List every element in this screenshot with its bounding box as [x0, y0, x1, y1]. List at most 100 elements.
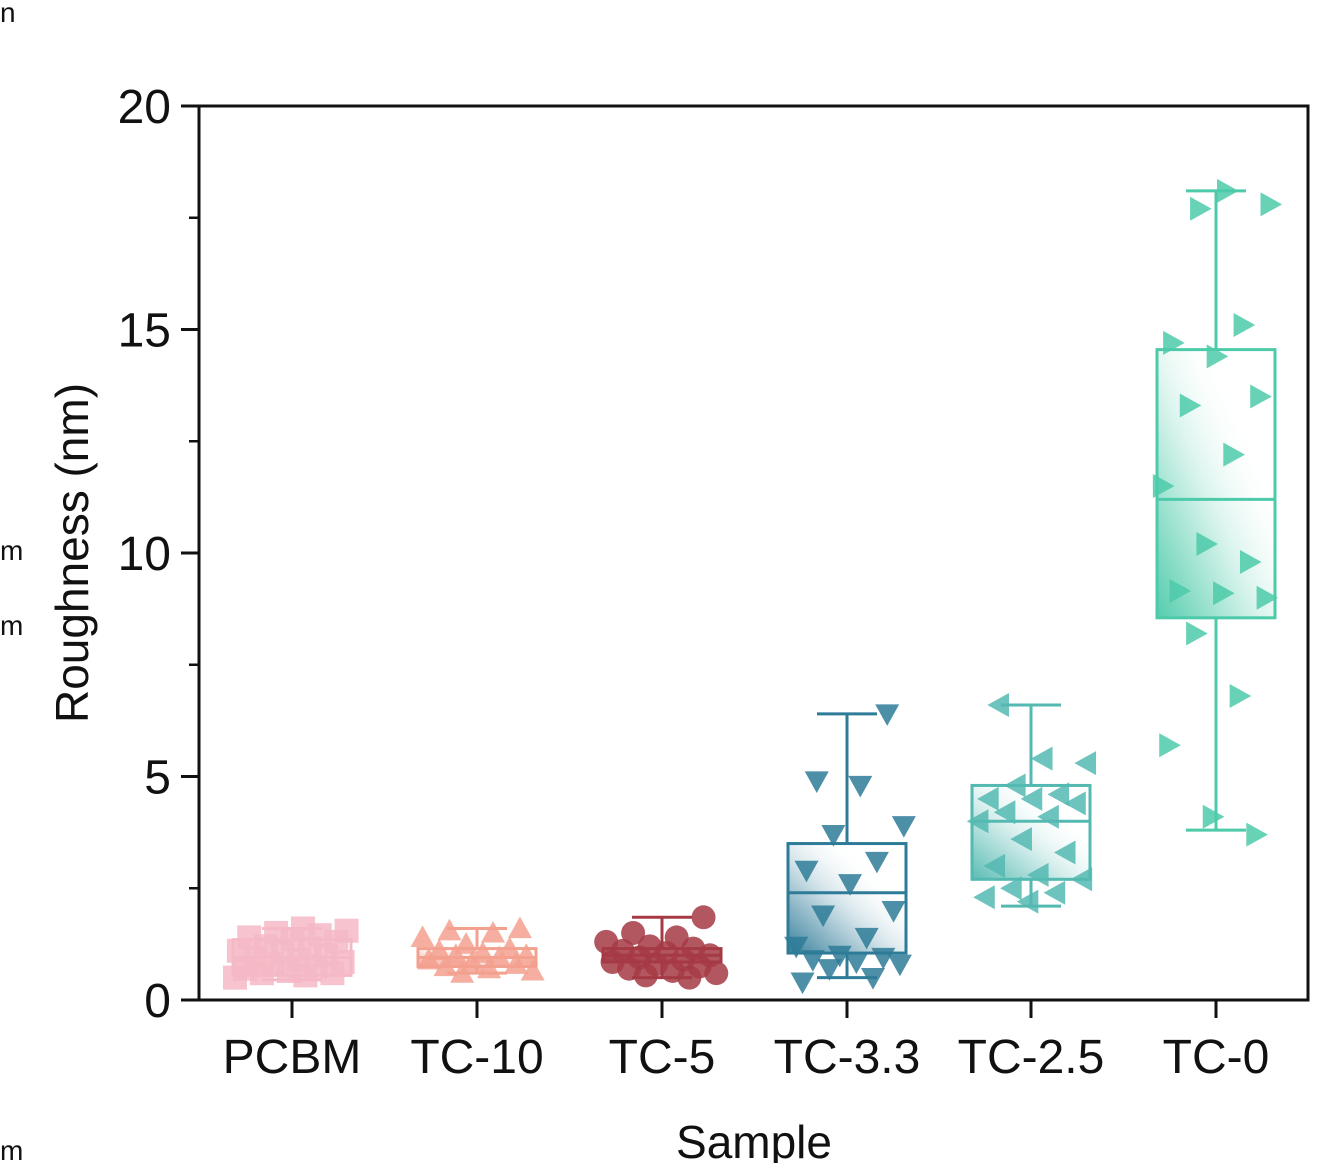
box-group [1155, 189, 1277, 832]
data-point [477, 956, 502, 979]
data-point [427, 938, 452, 961]
edge-fragments: n m m m [0, 0, 23, 1163]
data-point [804, 771, 829, 793]
y-axis-title: Roughness (nm) [46, 383, 98, 723]
box-group [786, 712, 908, 980]
data-point [983, 853, 1006, 878]
data-point [1186, 621, 1208, 646]
data-points [784, 704, 916, 995]
data-point [784, 936, 809, 959]
data-point [811, 905, 836, 928]
data-point [1239, 549, 1262, 574]
data-point [1074, 751, 1097, 776]
data-point [1053, 840, 1076, 865]
y-tick-label: 5 [144, 752, 171, 805]
data-point [817, 959, 842, 981]
data-point [1152, 473, 1175, 498]
data-point [621, 920, 646, 945]
data-point [790, 972, 815, 995]
data-point [691, 905, 716, 930]
data-point [514, 943, 539, 965]
data-point [1229, 684, 1252, 709]
y-tick-label: 0 [144, 975, 171, 1028]
data-point [1026, 862, 1049, 887]
data-point [1169, 578, 1192, 603]
data-point [1070, 867, 1093, 892]
data-point [664, 925, 689, 950]
data-point [1190, 196, 1212, 221]
data-point [481, 920, 506, 943]
data-point [520, 958, 545, 981]
data-point [987, 692, 1009, 717]
data-point [1206, 344, 1229, 369]
data-point [1260, 192, 1283, 217]
data-point [470, 941, 495, 963]
x-tick-label: PCBM [223, 1031, 362, 1084]
data-point [1159, 733, 1181, 758]
data-point [1179, 393, 1202, 418]
data-point [454, 932, 479, 954]
data-point [1216, 178, 1239, 203]
data-point [1030, 746, 1053, 771]
data-point [1256, 585, 1279, 610]
data-point [1246, 822, 1268, 847]
data-point [594, 929, 619, 954]
data-point [1043, 880, 1066, 905]
x-tick-label: TC-10 [410, 1031, 543, 1084]
data-point [1016, 889, 1039, 914]
edge-fragment-1: n [0, 0, 16, 28]
data-points [410, 916, 545, 983]
data-point [993, 800, 1016, 825]
x-tick-label: TC-2.5 [958, 1031, 1105, 1084]
data-point [1000, 876, 1022, 901]
data-point [875, 704, 900, 726]
y-tick-label: 20 [118, 81, 171, 134]
data-point [973, 885, 995, 910]
x-axis: PCBM TC-10 TC-5 TC-3.3 TC-2.5 TC-0 [223, 1000, 1270, 1084]
data-point [800, 950, 825, 972]
data-point [860, 968, 885, 990]
data-point [237, 925, 262, 950]
data-point [1064, 791, 1086, 816]
data-point [433, 954, 458, 977]
data-point [864, 851, 889, 874]
data-point [838, 874, 863, 896]
data-point [848, 775, 873, 798]
data-point [1004, 773, 1026, 798]
data-point [827, 945, 852, 968]
data-point [637, 934, 662, 959]
edge-fragment-3: m [0, 610, 23, 641]
data-point [497, 936, 522, 959]
data-point [844, 952, 869, 975]
data-point [966, 809, 989, 834]
x-tick-label: TC-0 [1163, 1031, 1270, 1084]
data-point [821, 825, 846, 847]
y-axis: 0 5 10 15 20 [118, 81, 199, 1028]
box-iqr [786, 842, 908, 955]
y-tick-label: 10 [118, 528, 171, 581]
data-point [437, 918, 462, 941]
data-points [1152, 178, 1283, 847]
data-point [977, 786, 999, 811]
data-point [1163, 330, 1185, 355]
data-point [1233, 313, 1256, 338]
data-point [450, 961, 475, 983]
data-point [1010, 827, 1032, 852]
data-point [871, 947, 896, 970]
data-point [1202, 804, 1225, 829]
data-point [794, 860, 819, 883]
data-point [291, 916, 316, 941]
data-point [1020, 786, 1043, 811]
data-points [223, 916, 359, 990]
data-point [410, 925, 435, 948]
data-point [1047, 782, 1070, 807]
data-points [966, 692, 1097, 914]
edge-fragment-2: m [0, 535, 23, 566]
data-point [891, 816, 916, 838]
data-point [1213, 581, 1235, 606]
y-tick-label: 15 [118, 305, 171, 358]
data-point [1037, 804, 1059, 829]
edge-fragment-4: m [0, 1135, 23, 1163]
data-point [1196, 532, 1219, 557]
x-tick-label: TC-5 [609, 1031, 716, 1084]
